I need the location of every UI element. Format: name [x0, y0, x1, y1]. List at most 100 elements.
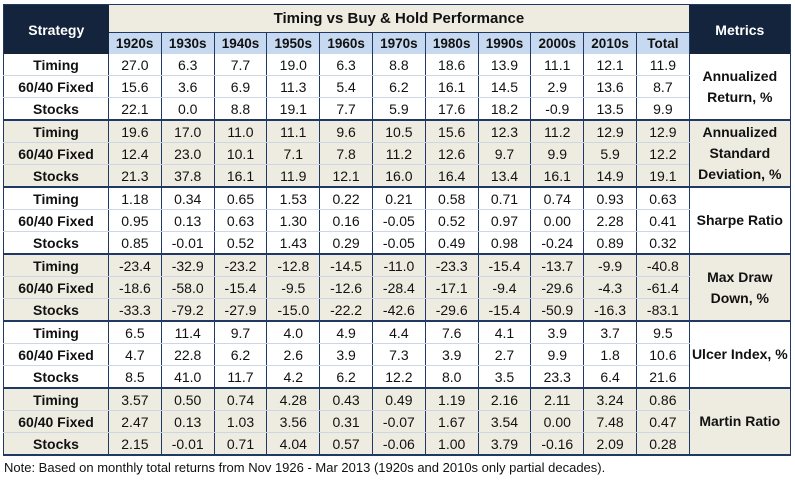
value-cell: 2.6	[266, 343, 321, 366]
table-row: Stocks 8.5 41.0 11.7 4.2 6.2 12.2 8.0 3.5 23.3 6.4…	[3, 365, 791, 389]
value-cell: 3.24	[583, 388, 637, 411]
value-cell: 1.30	[266, 209, 321, 232]
value-cell: 11.1	[530, 54, 585, 76]
value-cell: 4.28	[266, 388, 321, 411]
value-cell: 9.6	[319, 120, 373, 143]
value-cell: -0.24	[530, 231, 585, 255]
table-row: 60/40 Fixed 4.7 22.8 6.2 2.6 3.9 7.3 3.9 2.7 9.9 1…	[3, 343, 791, 366]
value-cell: 0.98	[478, 231, 532, 255]
value-cell: 8.8	[372, 54, 426, 76]
value-cell: -0.9	[530, 97, 585, 121]
table-row: Stocks 21.3 37.8 16.1 11.9 12.1 16.0 16.4 13.4 16…	[3, 164, 791, 188]
value-cell: 2.11	[530, 388, 585, 411]
value-cell: 3.6	[161, 75, 215, 98]
value-cell: 1.19	[425, 388, 479, 411]
value-cell: -11.0	[372, 254, 426, 277]
value-cell: 7.48	[583, 410, 637, 433]
value-cell: -12.6	[319, 276, 373, 299]
value-cell: -61.4	[636, 276, 690, 299]
strategy-label: Stocks	[3, 164, 109, 188]
table-row: Timing 6.5 11.4 9.7 4.0 4.9 4.4 7.6 4.1 3.9 3.7 9.5…	[3, 321, 791, 389]
value-cell: 21.3	[108, 164, 162, 188]
value-cell: 7.1	[266, 142, 321, 165]
strategy-label: Timing	[3, 388, 109, 411]
value-cell: 0.13	[161, 410, 215, 433]
metric-label: Sharpe Ratio	[688, 187, 791, 255]
value-cell: 9.9	[636, 97, 690, 121]
value-cell: 10.1	[214, 142, 268, 165]
value-cell: 11.2	[530, 120, 585, 143]
value-cell: 13.9	[478, 54, 532, 76]
value-cell: -9.5	[266, 276, 321, 299]
value-cell: 12.3	[478, 120, 532, 143]
value-cell: 0.16	[319, 209, 373, 232]
value-cell: 10.5	[372, 120, 426, 143]
table-row: Stocks 22.1 0.0 8.8 19.1 7.7 5.9 17.6 18.2 -0.9 13…	[3, 97, 791, 121]
value-cell: 19.6	[108, 120, 162, 143]
value-cell: -0.05	[372, 231, 426, 255]
value-cell: 6.5	[108, 321, 162, 344]
value-cell: 0.47	[636, 410, 690, 433]
value-cell: 6.3	[161, 54, 215, 76]
value-cell: 17.6	[425, 97, 479, 121]
value-cell: -4.3	[583, 276, 637, 299]
strategy-label: Timing	[3, 54, 109, 76]
value-cell: 3.9	[425, 343, 479, 366]
value-cell: 12.9	[583, 120, 637, 143]
table-row: Timing 19.6 17.0 11.0 11.1 9.6 10.5 15.6 12.3 11.…	[3, 120, 791, 188]
value-cell: 4.1	[478, 321, 532, 344]
value-cell: -12.8	[266, 254, 321, 277]
value-cell: -22.2	[319, 298, 373, 322]
value-cell: 0.50	[161, 388, 215, 411]
value-cell: 0.22	[319, 187, 373, 210]
value-cell: 8.5	[108, 365, 162, 389]
footnote: Note: Based on monthly total returns fro…	[4, 460, 606, 475]
value-cell: 19.0	[266, 54, 321, 76]
metric-label: Ulcer Index, %	[688, 321, 791, 389]
value-cell: 21.6	[636, 365, 690, 389]
strategy-label: Timing	[3, 321, 109, 344]
table-row: 60/40 Fixed 12.4 23.0 10.1 7.1 7.8 11.2 12.6 9.7…	[3, 142, 791, 165]
value-cell: 1.03	[214, 410, 268, 433]
value-cell: -28.4	[372, 276, 426, 299]
value-cell: 2.7	[478, 343, 532, 366]
value-cell: 1.18	[108, 187, 162, 210]
value-cell: 5.9	[583, 142, 637, 165]
strategy-label: Timing	[3, 120, 109, 143]
table-row: 60/40 Fixed 15.6 3.6 6.9 11.3 5.4 6.2 16.1 14.5 2…	[3, 75, 791, 98]
value-cell: 7.6	[425, 321, 479, 344]
value-cell: 0.89	[583, 231, 637, 255]
value-cell: 7.8	[319, 142, 373, 165]
strategy-label: Stocks	[3, 365, 109, 389]
value-cell: 3.79	[478, 432, 532, 456]
value-cell: -0.01	[161, 432, 215, 456]
performance-table: Strategy Timing vs Buy & Hold Performanc…	[3, 4, 791, 456]
table-row: Stocks -33.3 -79.2 -27.9 -15.0 -22.2 -42.6 -29.…	[3, 298, 791, 322]
value-cell: 0.49	[425, 231, 479, 255]
value-cell: 16.4	[425, 164, 479, 188]
value-cell: 0.63	[636, 187, 690, 210]
value-cell: 18.6	[425, 54, 479, 76]
strategy-label: 60/40 Fixed	[3, 142, 109, 165]
column-header-1920s: 1920s	[108, 32, 162, 54]
value-cell: -58.0	[161, 276, 215, 299]
table-row: Stocks 0.85 -0.01 0.52 1.43 0.29 -0.05 0.49 0.98…	[3, 231, 791, 255]
value-cell: 10.6	[636, 343, 690, 366]
metric-label: Max Draw Down, %	[688, 254, 791, 322]
value-cell: -13.7	[530, 254, 585, 277]
strategy-label: Timing	[3, 187, 109, 210]
value-cell: -23.4	[108, 254, 162, 277]
value-cell: -18.6	[108, 276, 162, 299]
value-cell: 0.52	[214, 231, 268, 255]
value-cell: 0.32	[636, 231, 690, 255]
value-cell: 12.2	[372, 365, 426, 389]
strategy-label: 60/40 Fixed	[3, 209, 109, 232]
value-cell: -15.4	[478, 254, 532, 277]
table-row: Stocks 2.15 -0.01 0.71 4.04 0.57 -0.06 1.00 3.79…	[3, 432, 791, 456]
value-cell: 0.71	[478, 187, 532, 210]
column-header-1930s: 1930s	[161, 32, 215, 54]
strategy-label: Stocks	[3, 231, 109, 255]
value-cell: 19.1	[636, 164, 690, 188]
value-cell: 11.4	[161, 321, 215, 344]
value-cell: 4.7	[108, 343, 162, 366]
